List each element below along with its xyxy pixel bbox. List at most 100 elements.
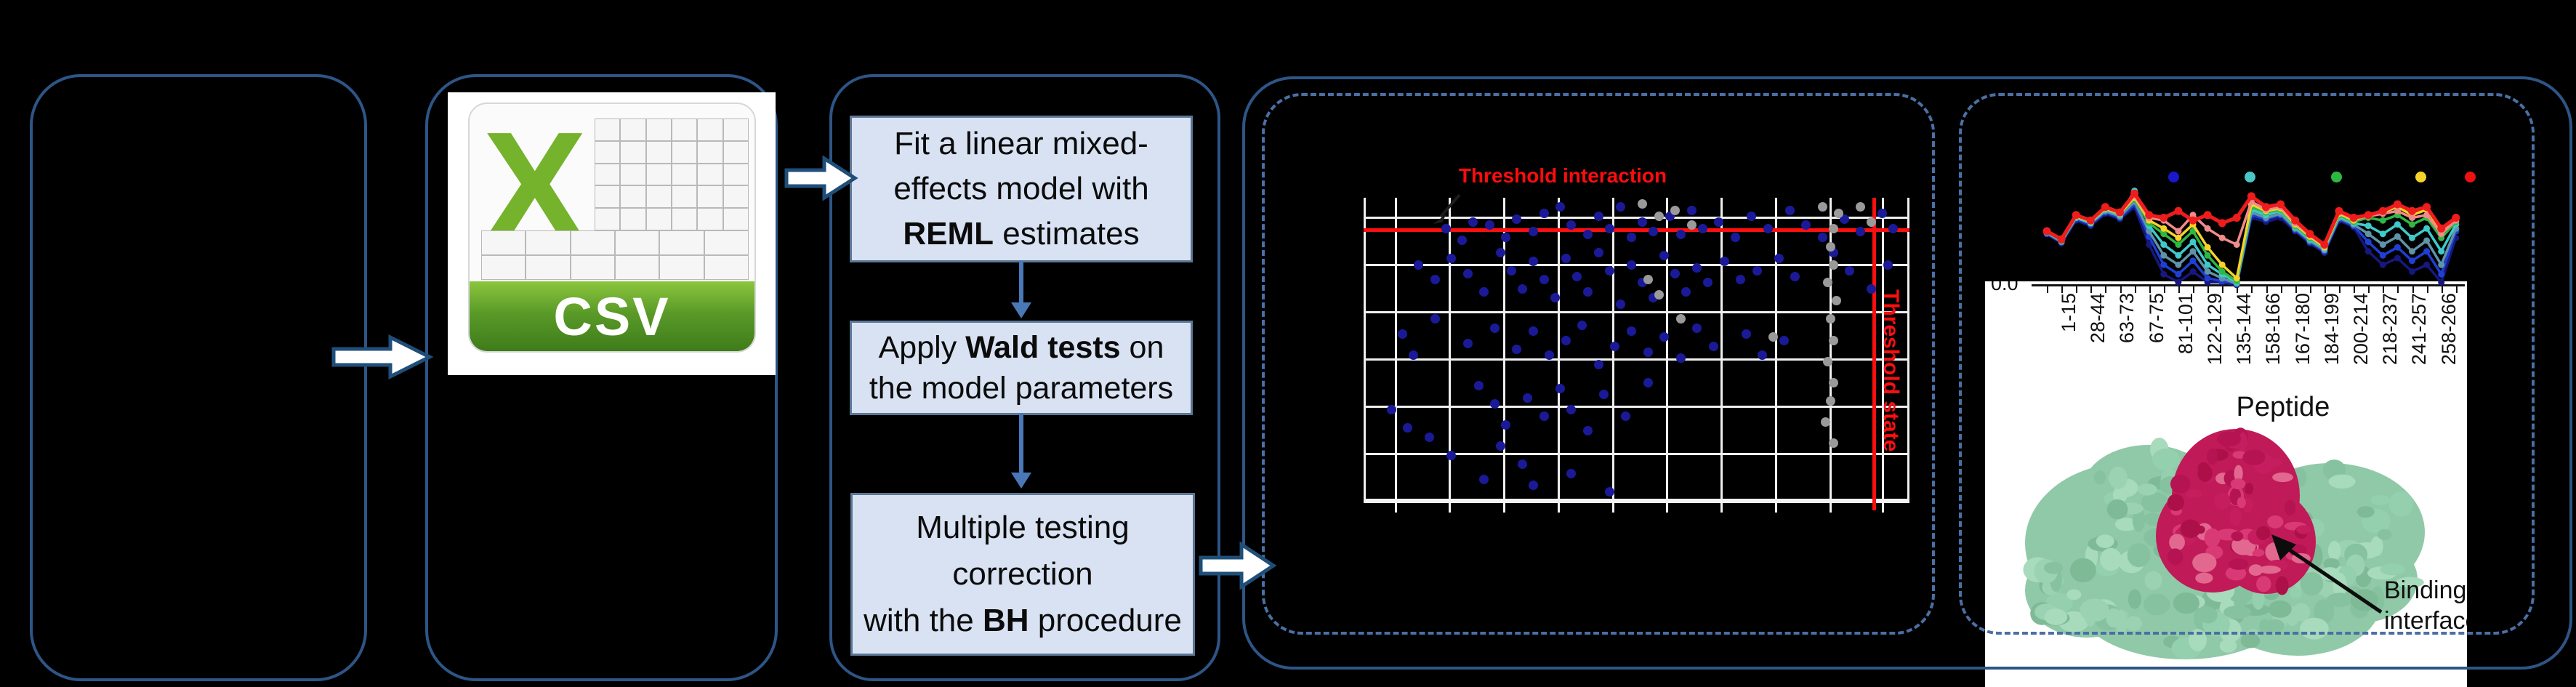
scatter-point-peptides — [1714, 217, 1724, 228]
scatter-point-peptides — [1883, 260, 1893, 270]
scatter-point-peptides — [1670, 269, 1681, 278]
peptide-tick — [2076, 286, 2078, 293]
peptide-tick — [2120, 286, 2122, 293]
scatter-gridline-v — [1449, 198, 1452, 500]
block-arrow-2 — [784, 155, 858, 201]
scatter-gridline-v — [1907, 198, 1909, 500]
scatter-point-non-significant — [1675, 314, 1686, 324]
scatter-point-non-significant — [1856, 202, 1866, 212]
scatter-point-peptides — [1593, 211, 1603, 221]
scatter-point-non-significant — [1686, 220, 1696, 230]
threshold-state-line — [1872, 198, 1876, 510]
scatter-point-peptides — [1626, 260, 1636, 270]
scatter-axis-tick — [1503, 503, 1506, 513]
scatter-point-peptides — [1495, 441, 1505, 451]
scatter-point-non-significant — [1828, 223, 1838, 233]
peptide-axis — [2032, 284, 2465, 286]
peptide-tick — [2339, 286, 2340, 293]
scatter-point-peptides — [1577, 320, 1587, 330]
scatter-point-peptides — [1610, 341, 1620, 351]
scatter-point-peptides — [1774, 254, 1784, 264]
peptide-tick — [2397, 286, 2399, 293]
peptide-tick — [2266, 286, 2268, 293]
legend-dot-timepoint-2 — [2245, 172, 2255, 182]
scatter-point-peptides — [1703, 278, 1713, 288]
scatter-axis-tick — [1666, 503, 1669, 513]
scatter-axis-tick — [1774, 503, 1777, 513]
csv-file-icon: X CSV — [468, 103, 756, 353]
scatter-point-peptides — [1784, 205, 1795, 215]
scatter-point-peptides — [1604, 486, 1614, 497]
scatter-gridline-h — [1364, 453, 1909, 456]
peptide-tick — [2441, 286, 2443, 293]
scatter-point-peptides — [1659, 251, 1670, 261]
scatter-gridline-v — [1394, 198, 1397, 500]
panel-peptide-dashed — [1959, 93, 2535, 635]
binding-arrow — [2271, 534, 2383, 614]
scatter-point-peptides — [1528, 226, 1538, 236]
peptide-tick — [2237, 286, 2239, 293]
scatter-point-peptides — [1638, 217, 1647, 228]
scatter-gridline-h — [1364, 358, 1909, 361]
scatter-point-peptides — [1615, 299, 1625, 309]
scatter-gridline-v — [1882, 198, 1885, 500]
scatter-point-peptides — [1599, 390, 1609, 400]
scatter-point-peptides — [1758, 350, 1768, 361]
scatter-point-peptides — [1441, 223, 1451, 233]
peptide-tick — [2090, 286, 2093, 293]
scatter-point-peptides — [1692, 323, 1702, 333]
scatter-axis-tick — [1449, 503, 1452, 513]
panel-input — [30, 74, 367, 681]
scatter-point-peptides — [1845, 265, 1855, 276]
scatter-point-peptides — [1528, 326, 1538, 337]
scatter-point-peptides — [1817, 233, 1827, 243]
scatter-point-peptides — [1446, 254, 1457, 264]
legend-dot-timepoint-3 — [2331, 172, 2342, 182]
scatter-point-peptides — [1752, 265, 1762, 276]
threshold-interaction-line — [1364, 228, 1909, 232]
peptide-tick — [2354, 286, 2356, 293]
peptide-tick — [2134, 286, 2136, 293]
scatter-point-peptides — [1528, 481, 1538, 491]
scatter-point-peptides — [1479, 286, 1489, 297]
peptide-tick — [2412, 286, 2414, 293]
scatter-point-non-significant — [1834, 208, 1844, 218]
scatter-gridline-v — [1774, 198, 1777, 500]
scatter-point-non-significant — [1828, 260, 1838, 270]
scatter-point-peptides — [1430, 314, 1440, 324]
panel-stats — [829, 74, 1220, 681]
scatter-axis-tick — [1829, 503, 1832, 513]
csv-image-background: X CSV — [448, 92, 776, 375]
scatter-point-peptides — [1403, 423, 1413, 433]
block-arrow-3 — [1199, 541, 1277, 590]
scatter-point-peptides — [1425, 432, 1435, 442]
scatter-point-peptides — [1528, 257, 1538, 267]
annotation-arrow-icon — [1433, 193, 1461, 224]
flow-arrow-1-head — [1011, 302, 1031, 318]
scatter-point-peptides — [1736, 275, 1746, 285]
scatter-point-peptides — [1856, 226, 1866, 236]
peptide-tick — [2383, 286, 2385, 293]
binding-interface-label: Binding interface — [2384, 576, 2467, 635]
scatter-point-peptides — [1490, 323, 1500, 333]
scatter-point-peptides — [1877, 208, 1888, 218]
scatter-point-peptides — [1517, 284, 1527, 294]
scatter-point-peptides — [1659, 332, 1670, 342]
scatter-point-peptides — [1675, 229, 1686, 239]
legend-dot-timepoint-5 — [2465, 172, 2476, 182]
scatter-point-non-significant — [1768, 332, 1779, 342]
scatter-plot — [1364, 198, 1909, 513]
scatter-gridline-v — [1720, 198, 1723, 500]
scatter-point-peptides — [1523, 393, 1533, 403]
scatter-point-peptides — [1512, 214, 1522, 225]
scatter-point-peptides — [1604, 223, 1614, 233]
scatter-point-peptides — [1649, 226, 1659, 236]
scatter-point-peptides — [1643, 377, 1653, 387]
scatter-point-peptides — [1539, 208, 1549, 218]
peptide-tick — [2455, 286, 2458, 293]
scatter-point-peptides — [1697, 223, 1707, 233]
flow-arrow-1 — [1019, 260, 1023, 302]
scatter-axis-tick — [1882, 503, 1885, 513]
scatter-point-peptides — [1408, 350, 1418, 361]
scatter-point-peptides — [1517, 459, 1527, 470]
